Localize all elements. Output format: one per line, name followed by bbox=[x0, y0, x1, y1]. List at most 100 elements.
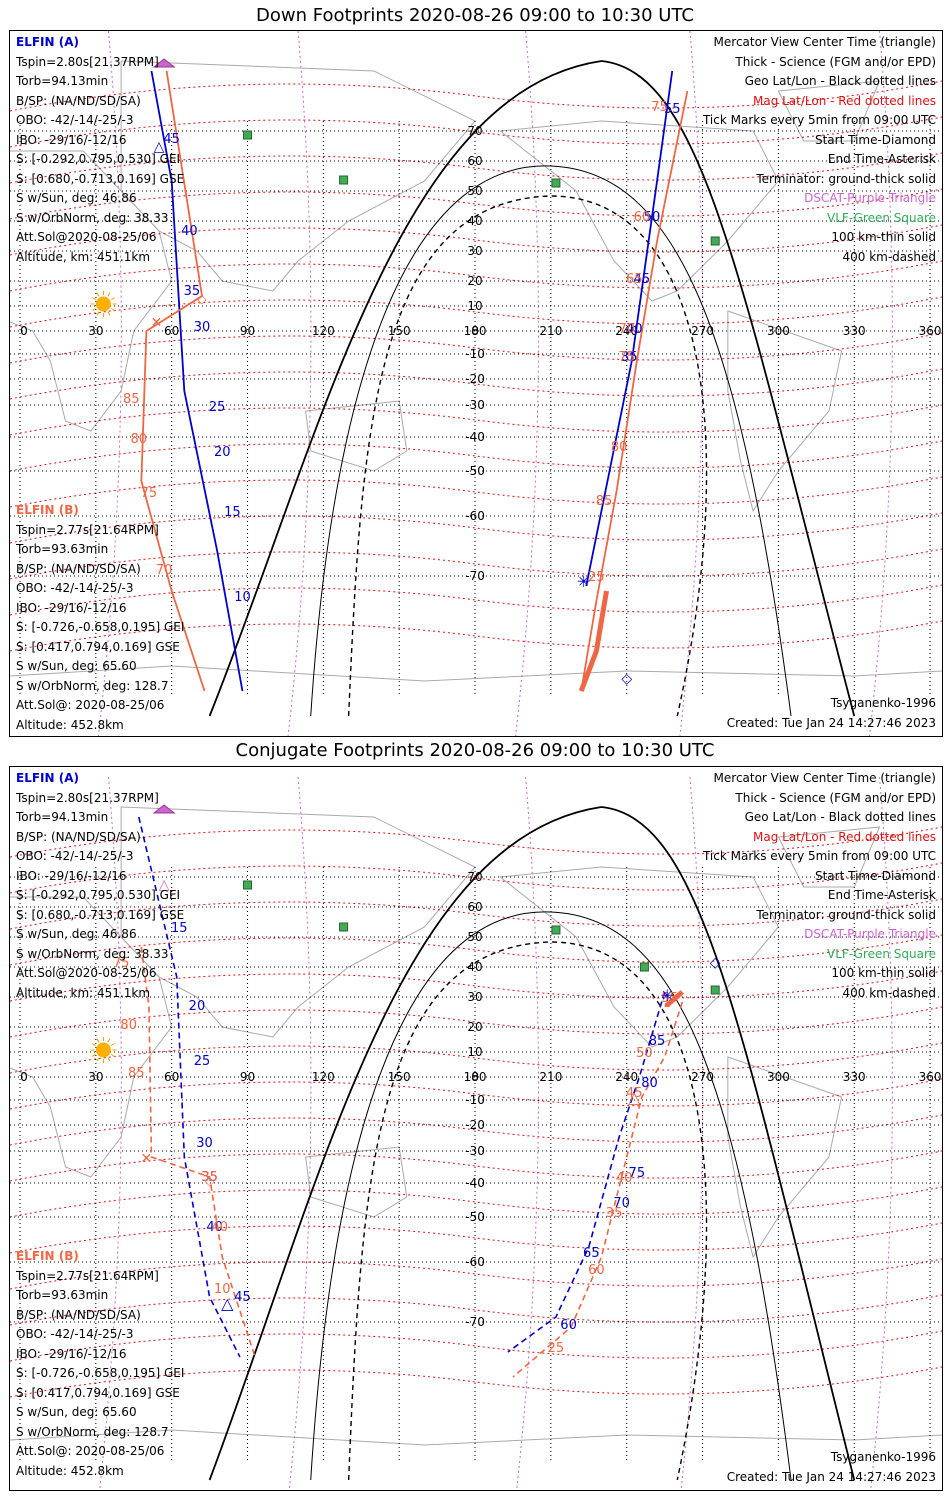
lat-tick-label: 40 bbox=[467, 214, 482, 228]
lat-tick-label: -20 bbox=[465, 1118, 485, 1132]
asia-outline bbox=[120, 60, 476, 292]
elfin-b-info-line: B/SP: (NA/ND/SD/SA) bbox=[16, 1307, 141, 1322]
elfin-b-tick-label: 80 bbox=[120, 1018, 137, 1033]
elfin-a-tick-label: 15 bbox=[224, 505, 241, 520]
mag-longitude-line bbox=[679, 30, 704, 737]
elfin-b-asterisk: ✕ bbox=[151, 315, 163, 331]
dscat-triangle bbox=[152, 804, 176, 814]
lon-tick-label: 30 bbox=[88, 1070, 103, 1084]
lat-tick-label: -70 bbox=[465, 1315, 485, 1329]
antarctica-outline bbox=[9, 1429, 943, 1446]
elfin-b-track-right bbox=[512, 1001, 684, 1378]
elfin-b-info-line: IBO: -29/16/-12/16 bbox=[16, 600, 127, 615]
elfin-a-tick-label: 55 bbox=[664, 102, 681, 117]
elfin-b-info-line: S w/Sun, deg: 65.60 bbox=[16, 1405, 137, 1419]
lat-tick-label: -50 bbox=[465, 1210, 485, 1224]
legend-item: End Time-Asterisk bbox=[827, 888, 936, 902]
elfin-b-tick-label: 85 bbox=[128, 1066, 145, 1081]
mag-latitude-line bbox=[9, 898, 943, 930]
elfin-b-tick-label: 75 bbox=[651, 100, 668, 115]
mag-latitude-line bbox=[9, 476, 943, 508]
mag-latitude-line bbox=[9, 404, 943, 436]
mag-latitude-line bbox=[9, 584, 943, 616]
mag-latitude-line bbox=[9, 862, 943, 894]
lon-tick-label: 240 bbox=[615, 324, 638, 338]
elfin-b-tick-label: 65 bbox=[626, 272, 643, 287]
elfin-b-tick-label: 85 bbox=[596, 494, 613, 509]
lon-tick-label: 90 bbox=[240, 324, 255, 338]
elfin-a-tick-label: 45 bbox=[634, 272, 651, 287]
terminator-line bbox=[208, 60, 602, 717]
legend-item: Geo Lat/Lon - Black dotted lines bbox=[744, 74, 936, 88]
legend-item: Tick Marks every 5min from 09:00 UTC bbox=[702, 849, 936, 863]
vlf-station-square bbox=[243, 880, 253, 890]
sun-icon bbox=[95, 296, 111, 312]
sun-ray bbox=[107, 292, 111, 297]
sun-ray bbox=[96, 1038, 100, 1043]
elfin-b-tick-label: 75 bbox=[113, 956, 130, 971]
elfin-a-info-line: OBO: -42/-14/-25/-3 bbox=[16, 113, 134, 127]
mag-latitude-line bbox=[9, 826, 943, 858]
sun-ray bbox=[91, 308, 96, 311]
elfin-a-tick-label: 35 bbox=[201, 1170, 218, 1185]
fov-100km-line bbox=[310, 911, 792, 1481]
elfin-b-info-line: Altitude: 452.8km bbox=[16, 717, 124, 732]
vlf-station-square bbox=[639, 962, 649, 972]
elfin-a-info-line: Altitude, km: 451.1km bbox=[16, 249, 151, 264]
elfin-b-tick-label: 35 bbox=[201, 1170, 218, 1185]
elfin-b-tick-label: 45 bbox=[626, 1086, 643, 1101]
info-block-elfin-a: ELFIN (A) Tspin=2.80s[21.37RPM] Torb=94.1… bbox=[16, 769, 184, 1003]
mag-latitude-line bbox=[9, 1258, 943, 1290]
vlf-station-square bbox=[551, 178, 561, 188]
elfin-a-track-left bbox=[150, 70, 244, 692]
elfin-b-science-segment bbox=[578, 590, 609, 692]
sun-ray bbox=[107, 1038, 111, 1043]
legend-item: Tick Marks every 5min from 09:00 UTC bbox=[702, 113, 936, 127]
sun-ray bbox=[96, 311, 100, 316]
mag-latitude-line bbox=[9, 152, 943, 184]
elfin-a-tick-label: 30 bbox=[196, 1136, 213, 1151]
elfin-b-tick-label: 60 bbox=[588, 1263, 605, 1278]
elfin-b-tick-label: 70 bbox=[156, 563, 173, 578]
mag-latitude-line bbox=[9, 296, 943, 328]
elfin-b-tick-label: 80 bbox=[131, 432, 148, 447]
lat-tick-label: 0 bbox=[471, 1070, 479, 1084]
australia-outline bbox=[305, 1146, 408, 1218]
lon-tick-label: 330 bbox=[843, 324, 866, 338]
elfin-a-info-line: S w/Sun, deg: 46.86 bbox=[16, 927, 137, 941]
elfin-a-tick-label: 30 bbox=[194, 320, 211, 335]
vlf-station-square bbox=[710, 236, 720, 246]
panel-title-down: Down Footprints 2020-08-26 09:00 to 10:3… bbox=[256, 5, 694, 26]
mag-longitude-line bbox=[515, 30, 539, 737]
legend-item: 100 km-thin solid bbox=[831, 230, 936, 244]
info-block-elfin-b: ELFIN (B) Tspin=2.77s[21.64RPM] Torb=93.6… bbox=[16, 501, 184, 735]
elfin-b-tick-label: 40 bbox=[616, 1171, 633, 1186]
mag-latitude-line bbox=[9, 548, 943, 580]
vlf-station-square bbox=[339, 922, 349, 932]
elfin-a-tick-label: 20 bbox=[189, 999, 206, 1014]
legend-item: Thick - Science (FGM and/or EPD) bbox=[735, 54, 936, 69]
lon-tick-label: 270 bbox=[691, 324, 714, 338]
legend-item: Mercator View Center Time (triangle) bbox=[713, 35, 936, 49]
sun-ray bbox=[91, 1054, 96, 1057]
elfin-b-info-line: IBO: -29/16/-12/16 bbox=[16, 1346, 127, 1361]
elfin-b-header: ELFIN (B) bbox=[16, 503, 79, 517]
lat-tick-label: -70 bbox=[465, 569, 485, 583]
elfin-b-info-line: Att.Sol@: 2020-08-25/06 bbox=[16, 698, 165, 712]
elfin-b-tick-label: 85 bbox=[123, 392, 140, 407]
lon-tick-label: 60 bbox=[164, 1070, 179, 1084]
elfin-a-tick-label: 25 bbox=[194, 1054, 211, 1069]
sun-ray bbox=[110, 308, 115, 311]
mag-latitude-line bbox=[9, 116, 943, 148]
elfin-a-tick-label: 40 bbox=[181, 224, 198, 239]
mag-longitude-line bbox=[287, 30, 312, 737]
elfin-a-tick-label: 15 bbox=[171, 921, 188, 936]
elfin-b-info-line: Tspin=2.77s[21.64RPM] bbox=[16, 1268, 159, 1283]
elfin-b-center-triangle: △ bbox=[628, 1088, 641, 1107]
elfin-b-track-left bbox=[140, 70, 206, 692]
elfin-a-info-line: S: [0.680,-0.713,0.169] GSE bbox=[16, 907, 185, 922]
lat-tick-label: 50 bbox=[467, 930, 482, 944]
elfin-b-tick-label: 75 bbox=[618, 350, 635, 365]
sun-ray bbox=[91, 1043, 96, 1046]
lat-tick-label: 30 bbox=[467, 244, 482, 258]
